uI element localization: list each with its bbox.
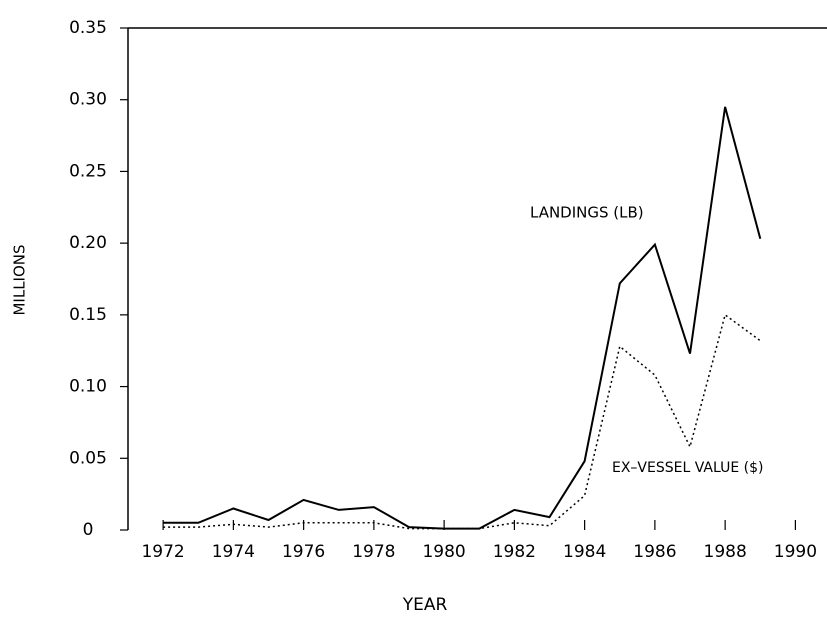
x-tick-label: 1978 <box>352 542 395 562</box>
series-label: LANDINGS (LB) <box>530 204 644 222</box>
x-tick-label: 1972 <box>141 542 184 562</box>
y-tick-label: 0.05 <box>69 448 107 468</box>
y-tick-label: 0.10 <box>69 377 107 397</box>
x-tick-label: 1986 <box>633 542 676 562</box>
data-line <box>163 313 761 530</box>
x-tick-label: 1982 <box>493 542 536 562</box>
x-tick-label: 1980 <box>422 542 465 562</box>
data-line <box>163 106 762 530</box>
x-tick-label: 1984 <box>563 542 606 562</box>
y-tick-label: 0.25 <box>69 161 107 181</box>
series-label: EX–VESSEL VALUE ($) <box>612 460 763 476</box>
y-tick-label: 0.30 <box>69 90 107 110</box>
x-tick-label: 1976 <box>282 542 325 562</box>
y-tick-label: 0 <box>83 520 94 540</box>
x-tick-label: 1988 <box>704 542 747 562</box>
x-tick-label: 1974 <box>212 542 255 562</box>
y-tick-label: 0.35 <box>69 18 107 38</box>
y-tick-label: 0.15 <box>69 305 107 325</box>
y-axis-label: MILLIONS <box>11 244 29 315</box>
y-tick-label: 0.20 <box>69 233 107 253</box>
x-tick-label: 1990 <box>774 542 817 562</box>
x-axis-label: YEAR <box>402 595 448 615</box>
